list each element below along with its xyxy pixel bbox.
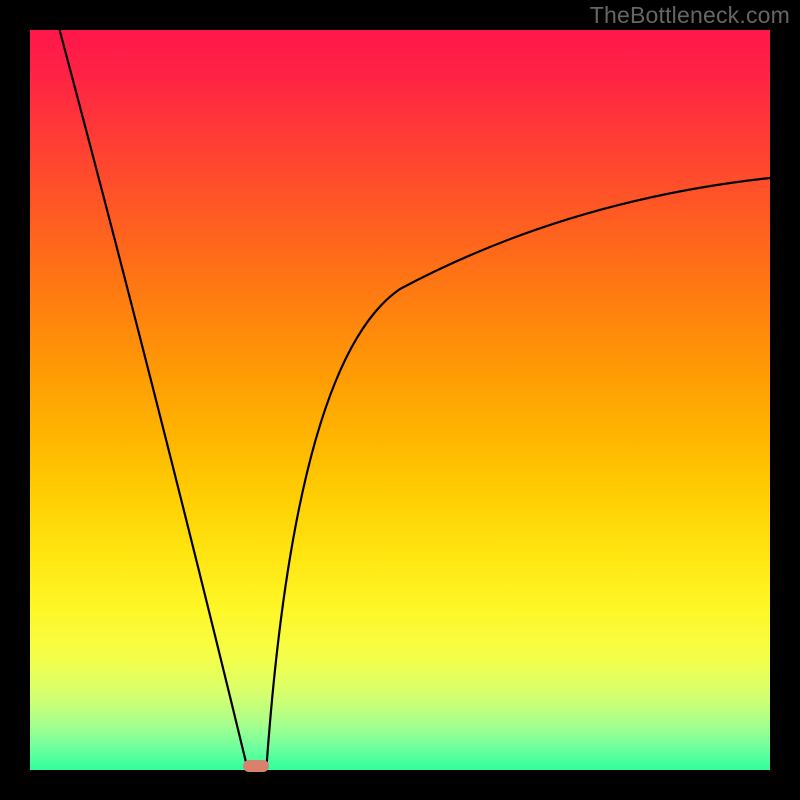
plot-gradient-background [30,30,770,770]
watermark-text: TheBottleneck.com [590,2,790,29]
optimal-point-marker [243,760,269,772]
